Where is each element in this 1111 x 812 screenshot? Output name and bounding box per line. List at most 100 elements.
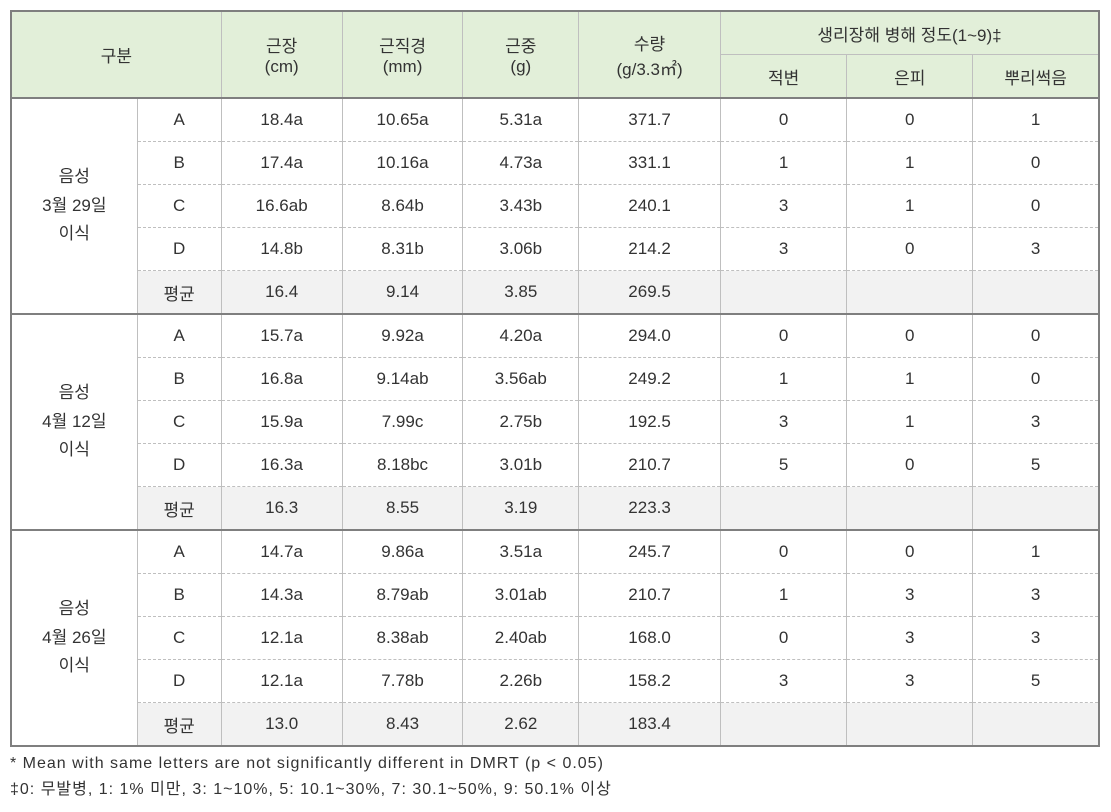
cell-label: A [137,530,221,574]
cell-d3: 5 [973,660,1099,703]
cell-v1: 18.4a [221,98,342,142]
cell-d1: 1 [721,574,847,617]
cell-d1: 1 [721,358,847,401]
avg-cell-d2 [847,487,973,531]
cell-d2: 1 [847,185,973,228]
cell-v1: 15.7a [221,314,342,358]
cell-label: D [137,228,221,271]
header-d2: 은피 [847,55,973,99]
cell-v4: 245.7 [579,530,721,574]
cell-v2: 8.18bc [342,444,463,487]
cell-d3: 3 [973,401,1099,444]
cell-v4: 158.2 [579,660,721,703]
avg-cell-label: 평균 [137,271,221,315]
cell-v2: 7.99c [342,401,463,444]
cell-v2: 9.14ab [342,358,463,401]
avg-cell-d2 [847,703,973,747]
cell-v4: 192.5 [579,401,721,444]
avg-cell-d1 [721,487,847,531]
avg-cell-d2 [847,271,973,315]
cell-v4: 240.1 [579,185,721,228]
cell-v1: 12.1a [221,660,342,703]
avg-cell-v4: 223.3 [579,487,721,531]
header-d3: 뿌리썩음 [973,55,1099,99]
avg-cell-d3 [973,487,1099,531]
cell-d3: 3 [973,228,1099,271]
cell-v1: 14.3a [221,574,342,617]
cell-d3: 0 [973,314,1099,358]
cell-label: D [137,660,221,703]
cell-d2: 1 [847,142,973,185]
cell-v3: 2.40ab [463,617,579,660]
cell-v2: 8.64b [342,185,463,228]
cell-d1: 0 [721,314,847,358]
cell-v1: 14.7a [221,530,342,574]
cell-v3: 3.01b [463,444,579,487]
avg-cell-d3 [973,271,1099,315]
cell-v2: 9.86a [342,530,463,574]
avg-cell-v1: 16.3 [221,487,342,531]
avg-cell-d1 [721,703,847,747]
cell-label: C [137,185,221,228]
group-head: 음성4월 12일이식 [11,314,137,530]
cell-d1: 0 [721,98,847,142]
cell-v4: 168.0 [579,617,721,660]
cell-d2: 0 [847,314,973,358]
cell-v3: 3.43b [463,185,579,228]
cell-d3: 0 [973,185,1099,228]
cell-d3: 1 [973,530,1099,574]
cell-label: A [137,98,221,142]
cell-d1: 3 [721,660,847,703]
cell-v3: 3.06b [463,228,579,271]
cell-v1: 16.3a [221,444,342,487]
cell-v4: 210.7 [579,574,721,617]
group-head: 음성4월 26일이식 [11,530,137,746]
cell-v1: 12.1a [221,617,342,660]
cell-v2: 8.31b [342,228,463,271]
header-group: 구분 [11,11,221,98]
cell-d2: 3 [847,617,973,660]
cell-d3: 0 [973,142,1099,185]
cell-v2: 10.65a [342,98,463,142]
cell-d1: 0 [721,617,847,660]
cell-d1: 3 [721,228,847,271]
cell-v2: 8.38ab [342,617,463,660]
cell-d1: 0 [721,530,847,574]
cell-d2: 3 [847,574,973,617]
cell-v4: 249.2 [579,358,721,401]
cell-label: A [137,314,221,358]
avg-cell-v4: 183.4 [579,703,721,747]
cell-v1: 14.8b [221,228,342,271]
cell-d2: 0 [847,444,973,487]
cell-d3: 5 [973,444,1099,487]
cell-v4: 371.7 [579,98,721,142]
cell-d1: 1 [721,142,847,185]
cell-label: B [137,142,221,185]
cell-v3: 5.31a [463,98,579,142]
avg-cell-v3: 2.62 [463,703,579,747]
cell-v2: 7.78b [342,660,463,703]
avg-cell-label: 평균 [137,487,221,531]
cell-v1: 16.8a [221,358,342,401]
cell-d2: 1 [847,358,973,401]
cell-d1: 3 [721,185,847,228]
cell-v1: 15.9a [221,401,342,444]
data-table: 구분 근장(cm) 근직경(mm) 근중(g) 수량(g/3.3㎡) 생리장해 … [10,10,1100,747]
cell-v4: 294.0 [579,314,721,358]
avg-cell-v2: 8.55 [342,487,463,531]
cell-d2: 0 [847,228,973,271]
footnote-2: ‡0: 무발병, 1: 1% 미만, 3: 1~10%, 5: 10.1~30%… [10,777,1100,803]
header-col2: 근직경(mm) [342,11,463,98]
cell-d1: 5 [721,444,847,487]
avg-cell-v3: 3.19 [463,487,579,531]
cell-d3: 3 [973,574,1099,617]
header-col1: 근장(cm) [221,11,342,98]
cell-v4: 214.2 [579,228,721,271]
cell-d2: 3 [847,660,973,703]
avg-cell-v3: 3.85 [463,271,579,315]
cell-label: B [137,358,221,401]
group-head: 음성3월 29일이식 [11,98,137,314]
cell-v3: 2.26b [463,660,579,703]
cell-v1: 16.6ab [221,185,342,228]
header-disease-group: 생리장해 병해 정도(1~9)‡ [721,11,1099,55]
